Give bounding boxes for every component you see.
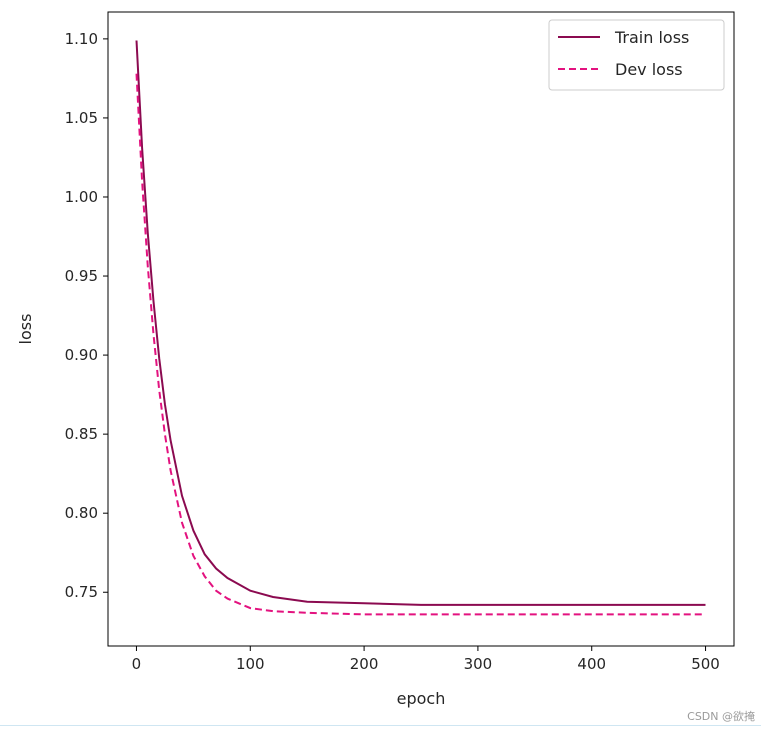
y-tick-label: 0.90 — [65, 346, 98, 364]
y-tick-label: 1.05 — [65, 109, 98, 127]
x-tick-label: 100 — [236, 655, 265, 673]
y-axis-ticks: 0.75 0.80 0.85 0.90 0.95 1.00 1.05 1.10 — [65, 30, 108, 601]
y-tick-label: 0.80 — [65, 504, 98, 522]
x-tick-label: 400 — [577, 655, 606, 673]
y-axis-label: loss — [16, 314, 35, 345]
y-tick-label: 0.75 — [65, 583, 98, 601]
x-tick-label: 0 — [132, 655, 142, 673]
plot-frame — [107, 11, 735, 647]
x-axis-label: epoch — [397, 689, 446, 708]
legend: Train loss Dev loss — [548, 19, 725, 91]
series-line-dev-loss — [135, 73, 706, 616]
legend-label-train: Train loss — [614, 28, 689, 47]
y-tick-label: 1.10 — [65, 30, 98, 48]
x-tick-label: 300 — [464, 655, 493, 673]
y-tick-label: 0.95 — [65, 267, 98, 285]
legend-label-dev: Dev loss — [615, 60, 683, 79]
y-tick-label: 1.00 — [65, 188, 98, 206]
watermark-text: CSDN @欲掩 — [687, 710, 755, 723]
series-line-train-loss — [135, 40, 706, 606]
x-axis-ticks: 0 100 200 300 400 500 — [132, 646, 720, 673]
x-tick-label: 200 — [350, 655, 379, 673]
bottom-divider — [0, 725, 761, 726]
y-tick-label: 0.85 — [65, 425, 98, 443]
x-tick-label: 500 — [691, 655, 720, 673]
plot-lines — [135, 40, 706, 616]
